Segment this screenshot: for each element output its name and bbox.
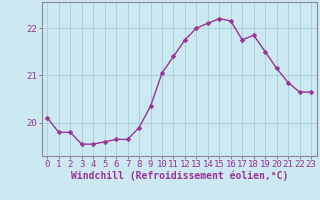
X-axis label: Windchill (Refroidissement éolien,°C): Windchill (Refroidissement éolien,°C) — [70, 171, 288, 181]
